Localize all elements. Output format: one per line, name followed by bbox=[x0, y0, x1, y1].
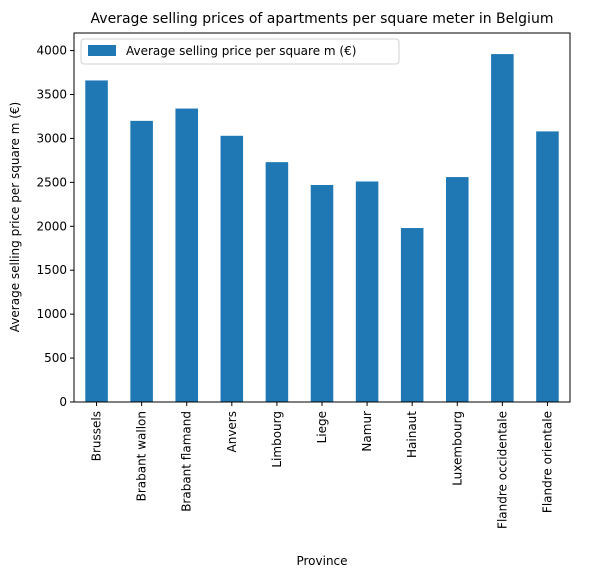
x-tick-label: Hainaut bbox=[405, 411, 419, 458]
bar-namur bbox=[355, 181, 379, 402]
y-tick-label: 1000 bbox=[36, 307, 67, 321]
x-tick-label: Brabant flamand bbox=[180, 411, 194, 512]
y-tick-label: 3000 bbox=[36, 131, 67, 145]
bar-flandre-orientale bbox=[536, 131, 559, 402]
bar-flandre-occidentale bbox=[491, 54, 514, 402]
bar-anvers bbox=[220, 135, 244, 403]
bar-liege bbox=[310, 184, 334, 402]
bar-brabant-wallon bbox=[130, 120, 153, 402]
legend-box bbox=[80, 38, 400, 65]
bar-brussels bbox=[85, 80, 108, 402]
x-tick-label: Anvers bbox=[225, 411, 239, 452]
y-tick-label: 2500 bbox=[36, 175, 67, 189]
x-tick-label: Flandre orientale bbox=[540, 411, 554, 513]
y-tick-label: 1500 bbox=[36, 263, 67, 277]
bar-hainaut bbox=[400, 228, 424, 402]
bar-limbourg bbox=[265, 162, 289, 402]
x-tick-label: Luxembourg bbox=[450, 411, 464, 486]
y-tick-label: 4000 bbox=[36, 44, 67, 58]
x-axis-label: Province bbox=[296, 554, 347, 568]
legend: Average selling price per square m (€) bbox=[80, 38, 400, 65]
x-axis: Brussels Brabant wallon Brabant flamand Anv… bbox=[90, 402, 554, 529]
legend-label: Average selling price per square m (€) bbox=[126, 44, 356, 58]
legend-swatch bbox=[88, 45, 116, 56]
bars bbox=[85, 54, 559, 403]
y-tick-label: 3500 bbox=[36, 88, 67, 102]
y-tick-label: 500 bbox=[44, 351, 67, 365]
y-tick-label: 0 bbox=[59, 395, 67, 409]
y-axis: 0 500 1000 1500 2000 2500 3000 3500 4000 bbox=[36, 44, 74, 409]
x-tick-label: Limbourg bbox=[270, 411, 284, 468]
bar-brabant-flamand bbox=[175, 108, 198, 403]
x-tick-label: Brabant wallon bbox=[135, 411, 149, 501]
plot-area: 0 500 1000 1500 2000 2500 3000 3500 4000 Brussel… bbox=[36, 32, 571, 529]
chart-title: Average selling prices of apartments per… bbox=[91, 11, 554, 27]
y-tick-label: 2000 bbox=[36, 219, 67, 233]
x-tick-label: Brussels bbox=[90, 411, 104, 461]
y-axis-label: Average selling price per square m (€) bbox=[8, 102, 22, 332]
x-tick-label: Namur bbox=[360, 411, 374, 452]
x-tick-label: Flandre occidentale bbox=[495, 411, 509, 529]
x-tick-label: Liege bbox=[315, 411, 329, 443]
bar-luxembourg bbox=[446, 177, 469, 402]
